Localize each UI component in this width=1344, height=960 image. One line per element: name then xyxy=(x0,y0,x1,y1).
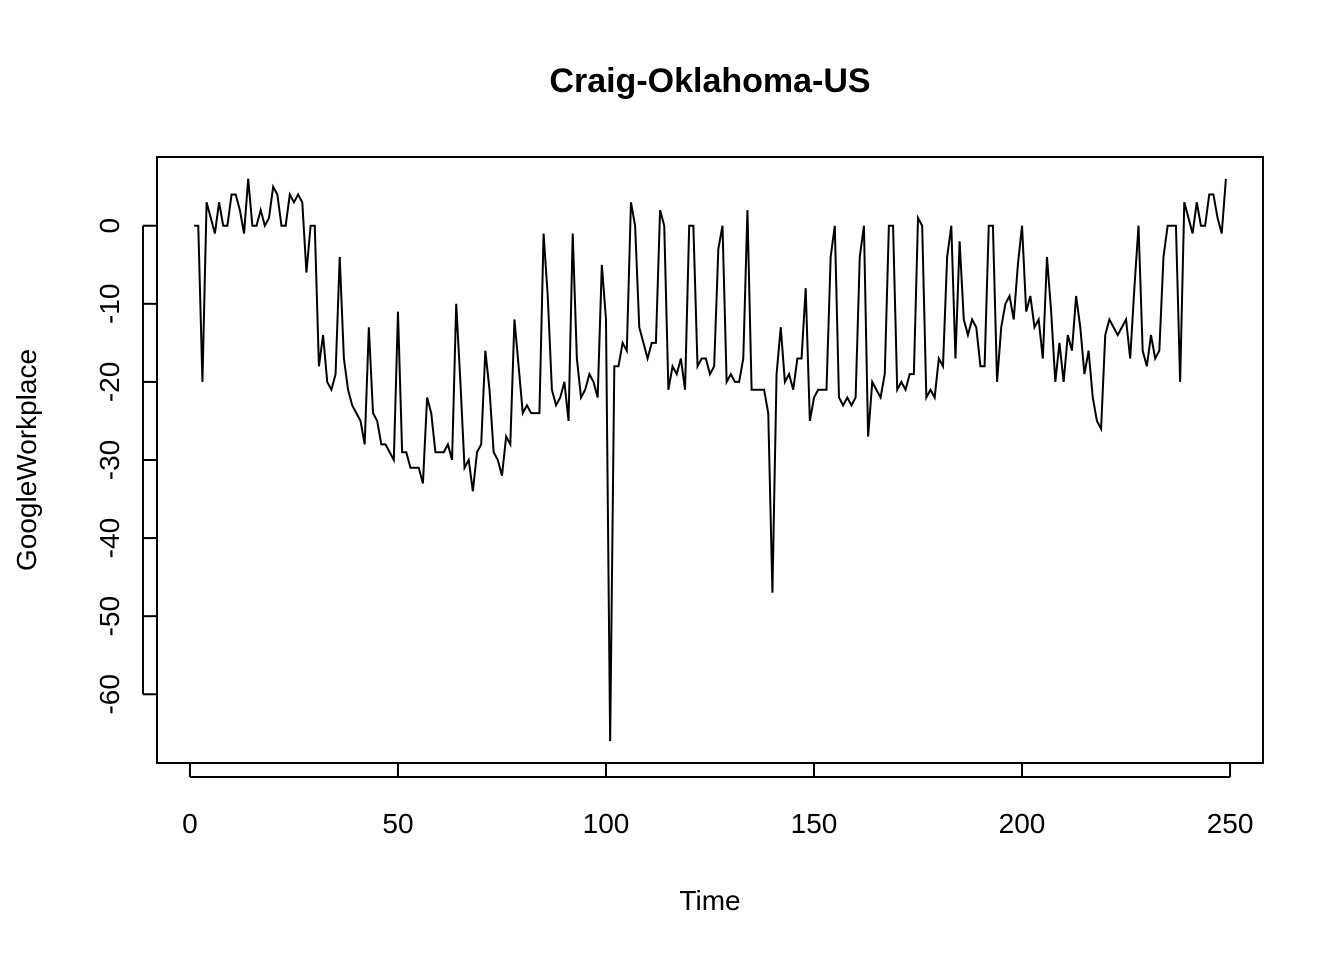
x-axis-label: Time xyxy=(679,885,740,916)
x-tick-label: 200 xyxy=(999,808,1046,839)
y-tick-label: -60 xyxy=(94,674,125,714)
y-tick-label: -40 xyxy=(94,518,125,558)
y-tick-label: -20 xyxy=(94,362,125,402)
y-tick-label: -30 xyxy=(94,440,125,480)
y-axis: 0 -10 -20 -30 -40 -50 -60 xyxy=(94,218,157,715)
x-tick-label: 100 xyxy=(583,808,630,839)
y-tick-label: 0 xyxy=(94,218,125,234)
y-tick-label: -50 xyxy=(94,596,125,636)
chart-title: Craig-Oklahoma-US xyxy=(549,62,870,100)
x-tick-label: 150 xyxy=(791,808,838,839)
x-tick-label: 50 xyxy=(382,808,413,839)
y-tick-label: -10 xyxy=(94,284,125,324)
y-axis-label: GoogleWorkplace xyxy=(11,349,42,571)
x-tick-label: 250 xyxy=(1207,808,1254,839)
plot-frame xyxy=(157,157,1263,763)
x-tick-label: 0 xyxy=(182,808,198,839)
series-line-googleworkplace xyxy=(194,179,1226,741)
x-axis: 0 50 100 150 200 250 xyxy=(182,763,1253,839)
